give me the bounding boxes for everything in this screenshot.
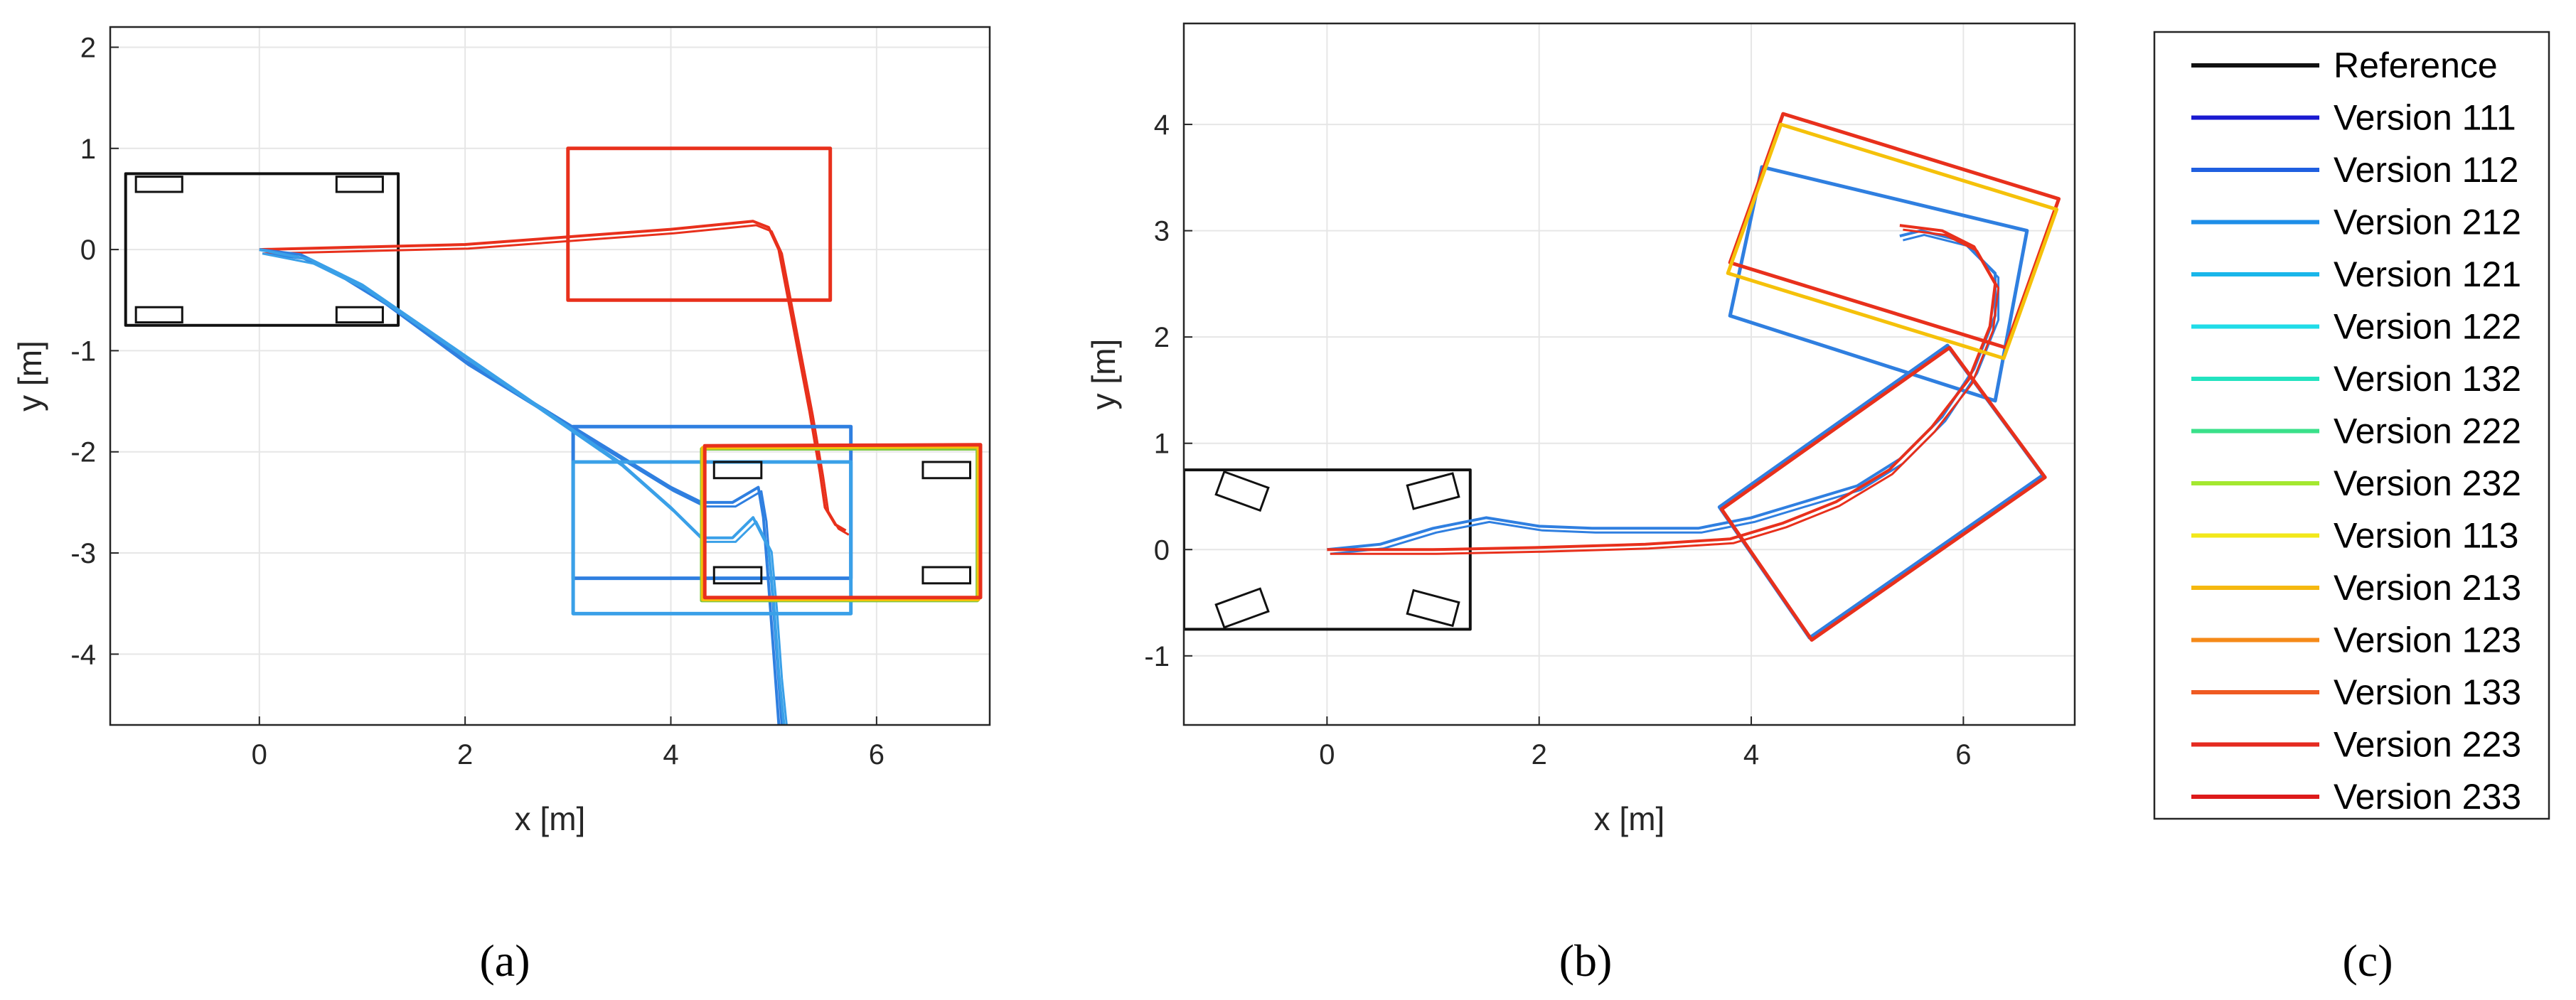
y-tick-label: 2 [1154, 322, 1170, 353]
caption-b: (b) [1559, 935, 1613, 986]
y-tick-label: 1 [80, 134, 96, 165]
y-axis-label: y [m] [11, 340, 48, 412]
x-tick-label: 4 [1743, 739, 1759, 770]
trajectory-line [262, 252, 788, 725]
reference-wheel [1406, 588, 1460, 628]
axes-frame [1182, 22, 2076, 726]
legend-label: Version 212 [2334, 203, 2521, 242]
legend: Reference Version 111 Version 112 Version 2… [2153, 31, 2550, 820]
legend-label: Version 223 [2334, 725, 2521, 765]
final-wheel [712, 566, 763, 585]
plot-area [1184, 112, 2061, 642]
vehicle-pose-box [1728, 165, 2029, 403]
x-axis-label: x [m] [515, 800, 586, 837]
legend-label: Version 113 [2334, 516, 2518, 556]
y-tick-label: 3 [1154, 216, 1170, 247]
x-tick-label: 2 [457, 739, 473, 770]
vehicle-pose-box [566, 146, 833, 302]
y-tick-label: -1 [70, 335, 96, 367]
trajectory-line [262, 252, 783, 725]
y-tick-label: 4 [1154, 109, 1170, 141]
x-tick-label: 6 [1955, 739, 1971, 770]
reference-wheel [335, 176, 384, 193]
y-tick-label: 0 [80, 235, 96, 266]
y-tick-label: -3 [70, 538, 96, 569]
final-wheel [921, 566, 972, 585]
trajectory-line [1330, 228, 2000, 555]
legend-box [2153, 31, 2550, 820]
legend-label: Version 121 [2334, 254, 2521, 294]
trajectory-line [1327, 229, 1997, 552]
plot-area [124, 146, 983, 725]
axes-frame [109, 26, 991, 726]
x-tick-label: 0 [1319, 739, 1335, 770]
y-tick-label: 1 [1154, 429, 1170, 460]
final-wheel [712, 461, 763, 480]
x-tick-label: 6 [869, 739, 885, 770]
vehicle-pose-box [1717, 343, 2045, 640]
reference-wheel [134, 306, 183, 324]
reference-wheel [1406, 472, 1460, 510]
vehicle-pose-box [1719, 345, 2047, 642]
legend-label: Version 232 [2334, 463, 2521, 503]
y-tick-label: 2 [80, 32, 96, 63]
caption-c: (c) [2342, 935, 2393, 986]
legend-label: Reference [2334, 45, 2498, 85]
chart-panel-b: 0 2 4 6 -1 0 1 2 3 4 x [m] y [m] [1085, 22, 2076, 837]
vehicle-pose-box [702, 443, 983, 600]
reference-wheel [1214, 470, 1270, 512]
x-axis-label: x [m] [1594, 800, 1665, 837]
x-tick-label: 4 [663, 739, 678, 770]
legend-label: Version 132 [2334, 359, 2521, 399]
reference-vehicle-body [124, 172, 400, 327]
reference-wheel [335, 306, 384, 324]
reference-wheel [1214, 587, 1270, 629]
chart-panel-a: 0 2 4 6 -4 -3 -2 -1 0 1 2 x [m] y [m] [11, 26, 991, 837]
y-tick-label: 0 [1154, 534, 1170, 566]
y-tick-label: -1 [1144, 641, 1170, 672]
x-tick-label: 0 [252, 739, 267, 770]
legend-label: Version 133 [2334, 672, 2521, 712]
legend-label: Version 123 [2334, 620, 2521, 660]
trajectory-line [262, 224, 850, 536]
legend-label: Version 233 [2334, 777, 2521, 817]
reference-wheel [134, 176, 183, 193]
legend-label: Version 222 [2334, 412, 2521, 451]
vehicle-pose-box [700, 445, 980, 601]
legend-label: Version 111 [2334, 98, 2516, 138]
x-tick-label: 2 [1532, 739, 1547, 770]
legend-label: Version 122 [2334, 307, 2521, 347]
trajectory-line [259, 220, 847, 532]
reference-vehicle-body [1184, 468, 1472, 631]
y-tick-label: -2 [70, 437, 96, 468]
vehicle-pose-box [1726, 122, 2059, 360]
y-axis-label: y [m] [1085, 339, 1122, 410]
caption-a: (a) [479, 935, 530, 986]
y-tick-label: -4 [70, 639, 96, 670]
final-wheel [921, 461, 972, 480]
legend-label: Version 213 [2334, 568, 2521, 608]
legend-label: Version 112 [2334, 150, 2518, 190]
trajectory-line [1330, 234, 2000, 555]
